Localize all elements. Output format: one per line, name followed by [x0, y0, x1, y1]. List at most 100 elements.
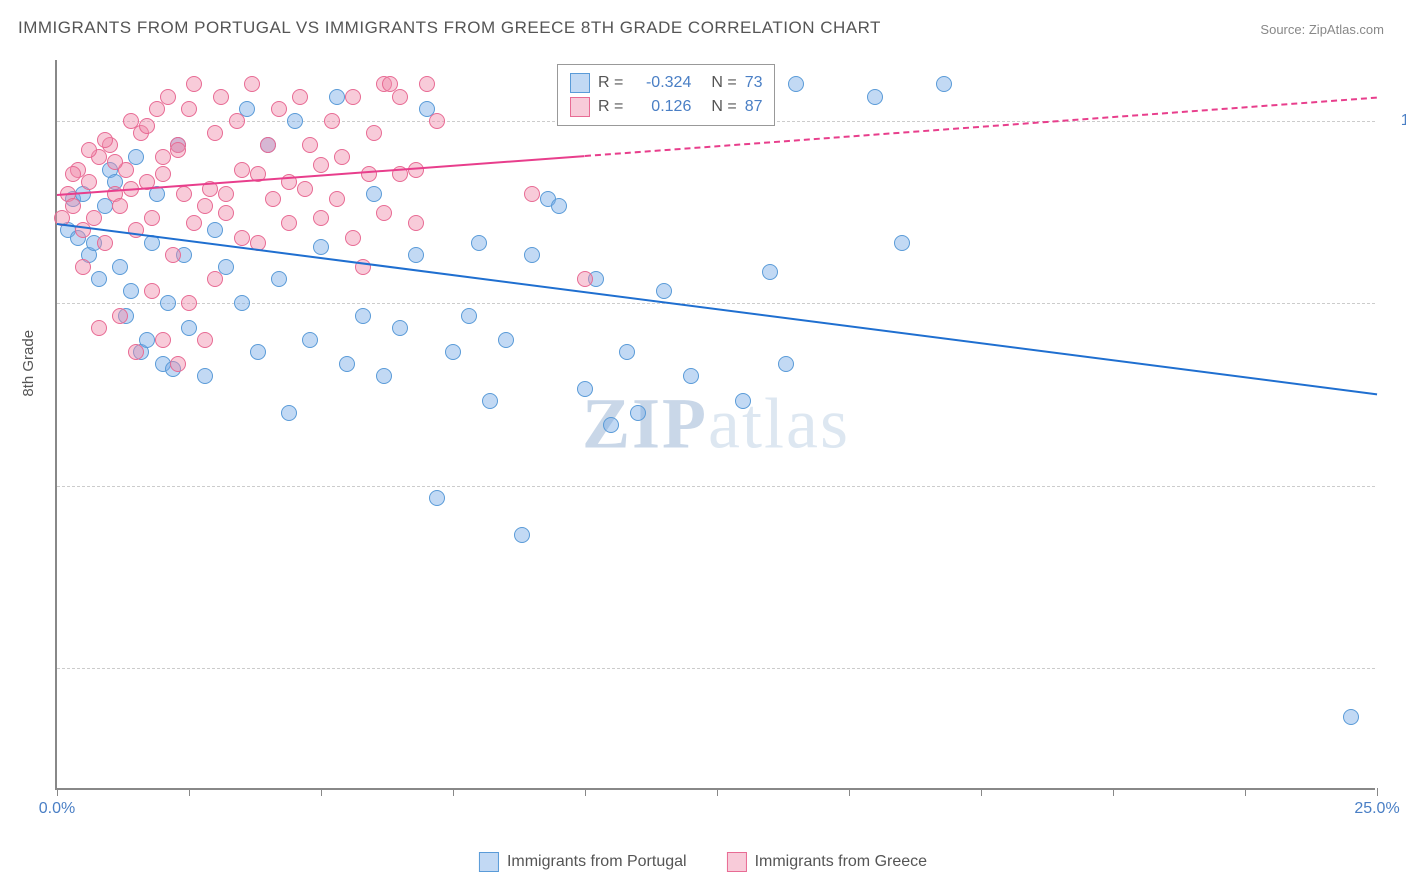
data-point	[139, 118, 155, 134]
y-tick-label: 92.5%	[1385, 294, 1406, 312]
data-point	[778, 356, 794, 372]
data-point	[429, 490, 445, 506]
data-point	[160, 295, 176, 311]
data-point	[408, 215, 424, 231]
data-point	[176, 186, 192, 202]
x-tick	[981, 788, 982, 796]
data-point	[250, 344, 266, 360]
data-point	[234, 162, 250, 178]
data-point	[524, 247, 540, 263]
x-tick-label: 25.0%	[1354, 800, 1399, 818]
legend-stat-row: R =0.126N =87	[570, 95, 762, 119]
data-point	[155, 332, 171, 348]
n-label: N =	[711, 98, 736, 116]
data-point	[260, 137, 276, 153]
data-point	[577, 271, 593, 287]
stats-legend: R =-0.324N =73R =0.126N =87	[557, 64, 775, 126]
y-tick-label: 85.0%	[1385, 477, 1406, 495]
data-point	[186, 215, 202, 231]
data-point	[81, 142, 97, 158]
data-point	[329, 89, 345, 105]
data-point	[1343, 709, 1359, 725]
data-point	[271, 101, 287, 117]
data-point	[128, 344, 144, 360]
data-point	[392, 320, 408, 336]
data-point	[181, 101, 197, 117]
legend-swatch	[570, 73, 590, 93]
data-point	[735, 393, 751, 409]
data-point	[229, 113, 245, 129]
data-point	[366, 186, 382, 202]
data-point	[429, 113, 445, 129]
data-point	[186, 76, 202, 92]
data-point	[197, 198, 213, 214]
data-point	[339, 356, 355, 372]
data-point	[287, 113, 303, 129]
r-label: R =	[598, 74, 623, 92]
data-point	[207, 222, 223, 238]
legend-label: Immigrants from Portugal	[507, 853, 687, 871]
data-point	[181, 320, 197, 336]
watermark-atlas: atlas	[708, 384, 850, 464]
y-axis-label: 8th Grade	[20, 330, 37, 397]
x-tick	[453, 788, 454, 796]
data-point	[524, 186, 540, 202]
data-point	[170, 356, 186, 372]
data-point	[936, 76, 952, 92]
data-point	[197, 368, 213, 384]
watermark: ZIPatlas	[582, 383, 850, 466]
data-point	[86, 210, 102, 226]
legend-stat-row: R =-0.324N =73	[570, 71, 762, 95]
data-point	[218, 205, 234, 221]
data-point	[376, 205, 392, 221]
data-point	[656, 283, 672, 299]
data-point	[329, 191, 345, 207]
data-point	[376, 368, 392, 384]
data-point	[218, 186, 234, 202]
data-point	[107, 154, 123, 170]
data-point	[197, 332, 213, 348]
data-point	[271, 271, 287, 287]
data-point	[313, 157, 329, 173]
y-tick-label: 77.5%	[1385, 659, 1406, 677]
data-point	[297, 181, 313, 197]
data-point	[577, 381, 593, 397]
data-point	[112, 198, 128, 214]
data-point	[324, 113, 340, 129]
data-point	[91, 271, 107, 287]
data-point	[302, 137, 318, 153]
data-point	[97, 132, 113, 148]
data-point	[165, 247, 181, 263]
data-point	[419, 76, 435, 92]
gridline	[57, 303, 1375, 304]
gridline	[57, 486, 1375, 487]
data-point	[551, 198, 567, 214]
data-point	[234, 230, 250, 246]
data-point	[302, 332, 318, 348]
chart-title: IMMIGRANTS FROM PORTUGAL VS IMMIGRANTS F…	[18, 18, 881, 38]
source-link[interactable]: ZipAtlas.com	[1309, 22, 1384, 37]
data-point	[345, 230, 361, 246]
data-point	[144, 283, 160, 299]
legend-item: Immigrants from Portugal	[479, 852, 687, 872]
data-point	[619, 344, 635, 360]
bottom-legend: Immigrants from Portugal Immigrants from …	[479, 852, 927, 872]
data-point	[345, 89, 361, 105]
data-point	[471, 235, 487, 251]
gridline	[57, 668, 1375, 669]
data-point	[112, 259, 128, 275]
data-point	[281, 215, 297, 231]
x-tick	[849, 788, 850, 796]
data-point	[65, 166, 81, 182]
data-point	[867, 89, 883, 105]
data-point	[244, 76, 260, 92]
x-tick	[189, 788, 190, 796]
data-point	[762, 264, 778, 280]
data-point	[91, 320, 107, 336]
data-point	[630, 405, 646, 421]
data-point	[603, 417, 619, 433]
data-point	[123, 283, 139, 299]
legend-label: Immigrants from Greece	[755, 853, 927, 871]
data-point	[313, 210, 329, 226]
r-value: 0.126	[631, 98, 691, 116]
